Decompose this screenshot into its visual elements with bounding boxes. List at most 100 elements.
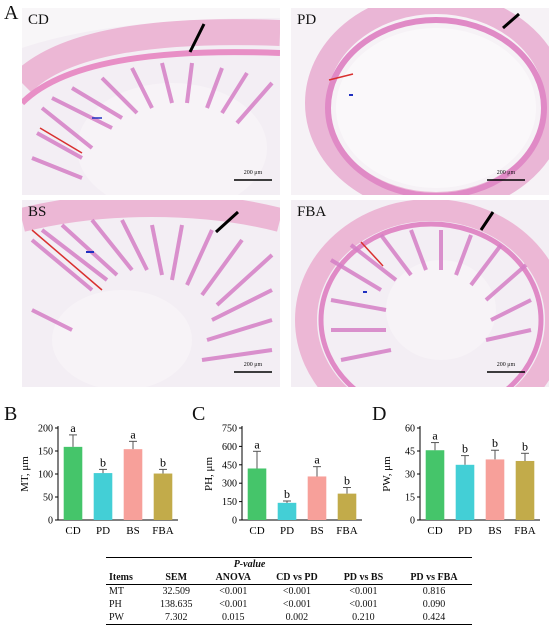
- micrograph-pd-image: [291, 8, 549, 195]
- table-cell: <0.001: [219, 586, 248, 597]
- panel-label-b: B: [4, 403, 18, 425]
- panel-label-d: D: [372, 403, 387, 425]
- significance-letter: b: [522, 439, 528, 453]
- y-axis-label: PW, μm: [381, 456, 393, 492]
- x-tick-label: FBA: [152, 525, 173, 537]
- table-cell: MT: [109, 586, 124, 597]
- x-tick-label: FBA: [336, 525, 357, 537]
- y-tick-label: 150: [38, 447, 53, 458]
- significance-letter: a: [314, 453, 320, 467]
- micrograph-cd-image: [22, 8, 280, 195]
- bar-chart-pw: PW, μm 0 15 30 45 60 a CD b PD b BS b FBA: [381, 424, 540, 537]
- x-tick-label: PD: [458, 525, 472, 537]
- y-tick-label: 200: [38, 424, 53, 435]
- micrograph-label: PD: [297, 12, 317, 28]
- significance-letter: b: [160, 455, 166, 469]
- bar: [455, 464, 475, 520]
- y-tick-label: 45: [405, 447, 415, 458]
- table-cell: <0.001: [282, 599, 311, 610]
- table-column-header: CD vs PD: [276, 572, 318, 583]
- micrograph-cd: CD 200 μm: [22, 8, 280, 195]
- table-cell: 0.002: [285, 612, 309, 623]
- statistics-table: P-value Items SEM ANOVA CD vs PD PD vs BS PD …: [106, 557, 472, 625]
- bar: [247, 468, 267, 520]
- significance-letter: b: [284, 487, 290, 501]
- significance-letter: b: [344, 473, 350, 487]
- table-cell: 0.210: [352, 612, 375, 623]
- x-tick-label: BS: [488, 525, 501, 537]
- y-tick-label: 600: [222, 442, 237, 453]
- bar-chart-ph: PH, μm 0 150 300 450 600 750 a CD b PD a BS b FBA: [203, 424, 362, 537]
- table-cell: 32.509: [162, 586, 190, 597]
- significance-letter: b: [492, 436, 498, 450]
- x-tick-label: FBA: [514, 525, 535, 537]
- x-tick-label: PD: [280, 525, 294, 537]
- x-tick-label: PD: [96, 525, 110, 537]
- table-header-empty: [149, 558, 204, 572]
- y-tick-label: 0: [48, 516, 53, 527]
- panel-label-c: C: [192, 403, 206, 425]
- micrograph-label: BS: [28, 204, 47, 220]
- micrograph-label: FBA: [297, 204, 327, 220]
- table-cell: 0.424: [422, 612, 446, 623]
- bar: [93, 473, 113, 520]
- x-tick-label: BS: [126, 525, 139, 537]
- table-column-header: Items: [109, 572, 133, 583]
- bar: [337, 493, 357, 520]
- scale-bar-label: 200 μm: [243, 170, 263, 176]
- table-header-pvalue: P-value: [233, 559, 266, 570]
- table-cell: <0.001: [219, 599, 248, 610]
- significance-letter: a: [70, 421, 76, 435]
- table-cell: PH: [109, 599, 122, 610]
- micrograph-pd: PD 200 μm: [291, 8, 549, 195]
- table-row: PH 138.635 <0.001 <0.001 <0.001 0.090: [106, 598, 472, 611]
- bar: [63, 446, 83, 520]
- x-tick-label: BS: [310, 525, 323, 537]
- micrograph-label: CD: [28, 12, 49, 28]
- y-tick-label: 100: [38, 470, 53, 481]
- scale-bar-label: 200 μm: [496, 362, 516, 368]
- scale-bar-label: 200 μm: [243, 362, 263, 368]
- bar: [425, 450, 445, 520]
- significance-letter: b: [462, 442, 468, 456]
- y-tick-label: 50: [43, 493, 53, 504]
- micrograph-bs: BS 200 μm: [22, 200, 280, 387]
- micrograph-fba: FBA 200 μm: [291, 200, 549, 387]
- micrograph-fba-image: [291, 200, 549, 387]
- y-tick-label: 15: [405, 493, 415, 504]
- table-cell: <0.001: [349, 599, 378, 610]
- significance-letter: a: [254, 437, 260, 451]
- scale-bar-label: 200 μm: [496, 170, 516, 176]
- y-tick-label: 750: [222, 424, 237, 435]
- y-tick-label: 450: [222, 460, 237, 471]
- table-cell: <0.001: [282, 586, 311, 597]
- table-row: PW 7.302 0.015 0.002 0.210 0.424: [106, 611, 472, 625]
- table-column-header: PD vs BS: [343, 572, 384, 583]
- bar: [123, 449, 143, 520]
- table-cell: <0.001: [349, 586, 378, 597]
- table-cell: PW: [109, 612, 124, 623]
- y-tick-label: 150: [222, 497, 237, 508]
- table-row: MT 32.509 <0.001 <0.001 <0.001 0.816: [106, 585, 472, 599]
- x-tick-label: CD: [65, 525, 80, 537]
- significance-letter: a: [130, 427, 136, 441]
- table-column-header: ANOVA: [215, 572, 251, 583]
- y-tick-label: 300: [222, 479, 237, 490]
- y-axis-label: MT, μm: [19, 456, 31, 492]
- y-axis-label: PH, μm: [203, 457, 215, 491]
- table-column-header: PD vs FBA: [410, 572, 458, 583]
- bar: [153, 473, 173, 520]
- panel-label-a: A: [4, 2, 19, 24]
- y-tick-label: 0: [410, 516, 415, 527]
- bar-chart-mt: MT, μm 0 50 100 150 200 a CD b PD a BS b FBA: [19, 421, 178, 537]
- y-tick-label: 30: [405, 470, 415, 481]
- x-tick-label: CD: [427, 525, 442, 537]
- bar: [307, 476, 327, 520]
- table-cell: 7.302: [164, 612, 188, 623]
- table-cell: 0.015: [222, 612, 245, 623]
- x-tick-label: CD: [249, 525, 264, 537]
- y-tick-label: 0: [232, 516, 237, 527]
- table-cell: 0.090: [422, 599, 446, 610]
- table-header-empty: [106, 558, 149, 572]
- table-cell: 138.635: [159, 599, 193, 610]
